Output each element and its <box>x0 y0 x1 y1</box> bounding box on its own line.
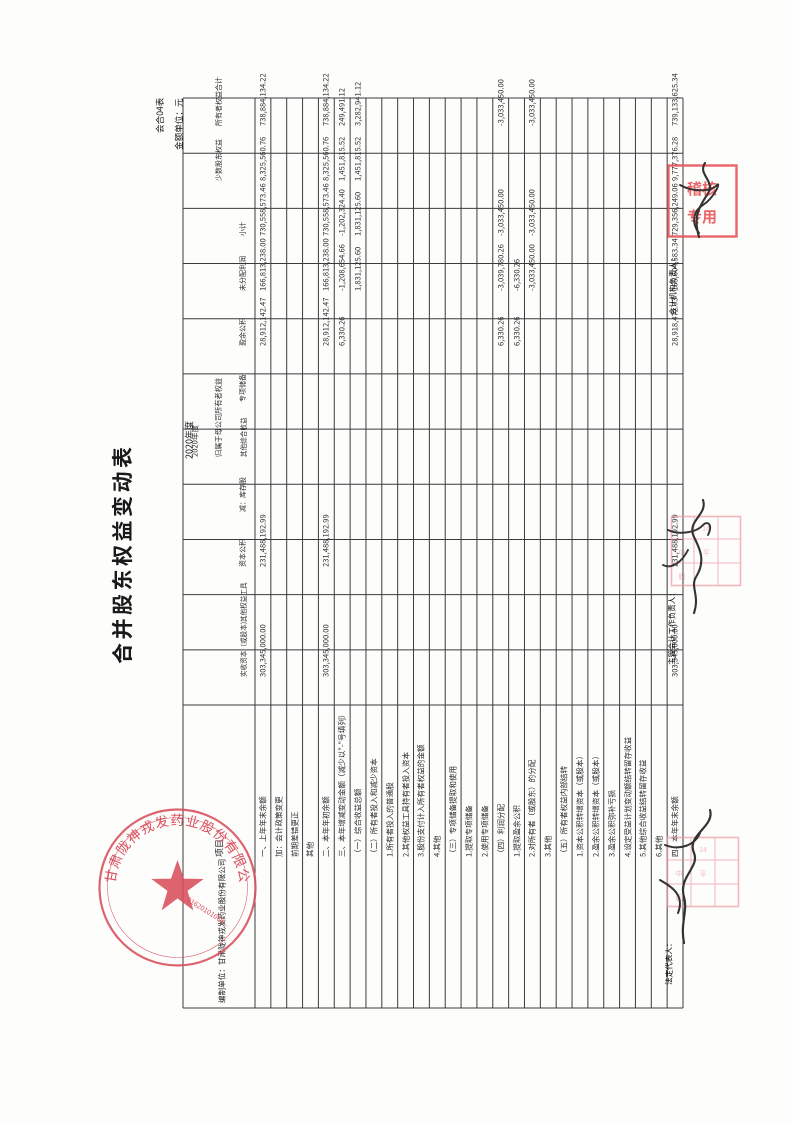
svg-text:甘肃陇神戎发药业股份有限公司: 甘肃陇神戎发药业股份有限公司 <box>95 805 256 885</box>
